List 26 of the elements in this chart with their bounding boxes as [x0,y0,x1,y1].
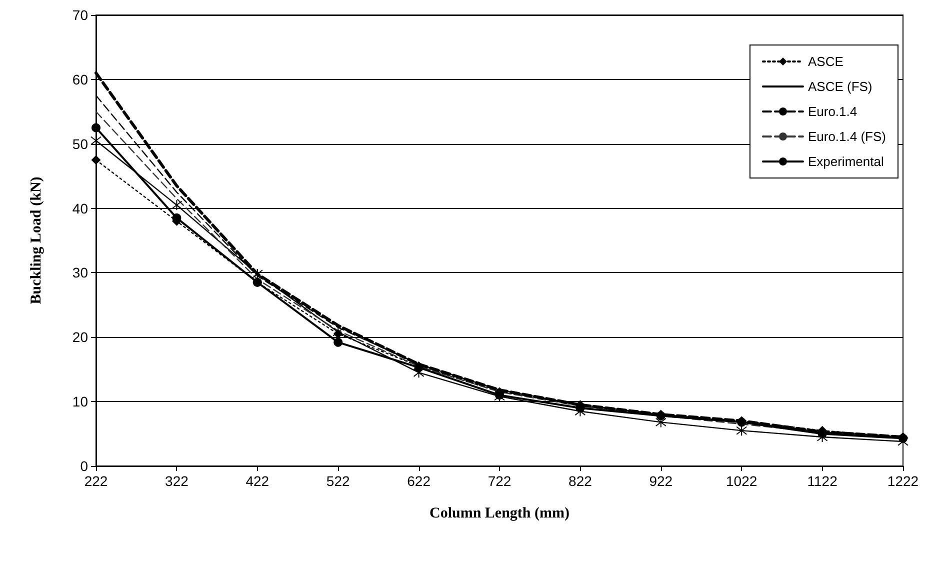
y-tick-label: 20 [72,329,88,346]
legend-label: ASCE (FS) [808,79,872,94]
legend-label: Euro.1.4 (FS) [808,129,886,144]
x-tick-label: 922 [649,473,673,489]
x-tick-label: 722 [488,473,512,489]
x-tick-label: 622 [407,473,431,489]
y-tick-label: 40 [72,200,88,216]
y-tick-label: 70 [72,7,88,23]
y-tick-label: 50 [72,136,88,152]
legend-label: Experimental [808,154,884,169]
y-tick-label: 0 [80,458,88,474]
legend-label: Euro.1.4 [808,104,858,119]
x-tick-label: 522 [326,473,350,489]
y-tick-label: 30 [72,264,88,281]
x-tick-label: 422 [246,473,270,489]
y-tick-label: 60 [72,71,88,88]
y-axis-title: Buckling Load (kN) [28,176,44,304]
x-axis-title: Column Length (mm) [429,506,570,522]
y-tick-label: 10 [72,394,88,410]
x-tick-label: 1122 [807,473,838,489]
x-tick-label: 1222 [887,473,919,489]
x-tick-label: 222 [84,473,108,489]
x-tick-label: 322 [165,473,189,489]
x-tick-label: 1022 [726,473,758,489]
x-tick-label: 822 [568,473,592,489]
legend-label: ASCE [808,54,844,69]
